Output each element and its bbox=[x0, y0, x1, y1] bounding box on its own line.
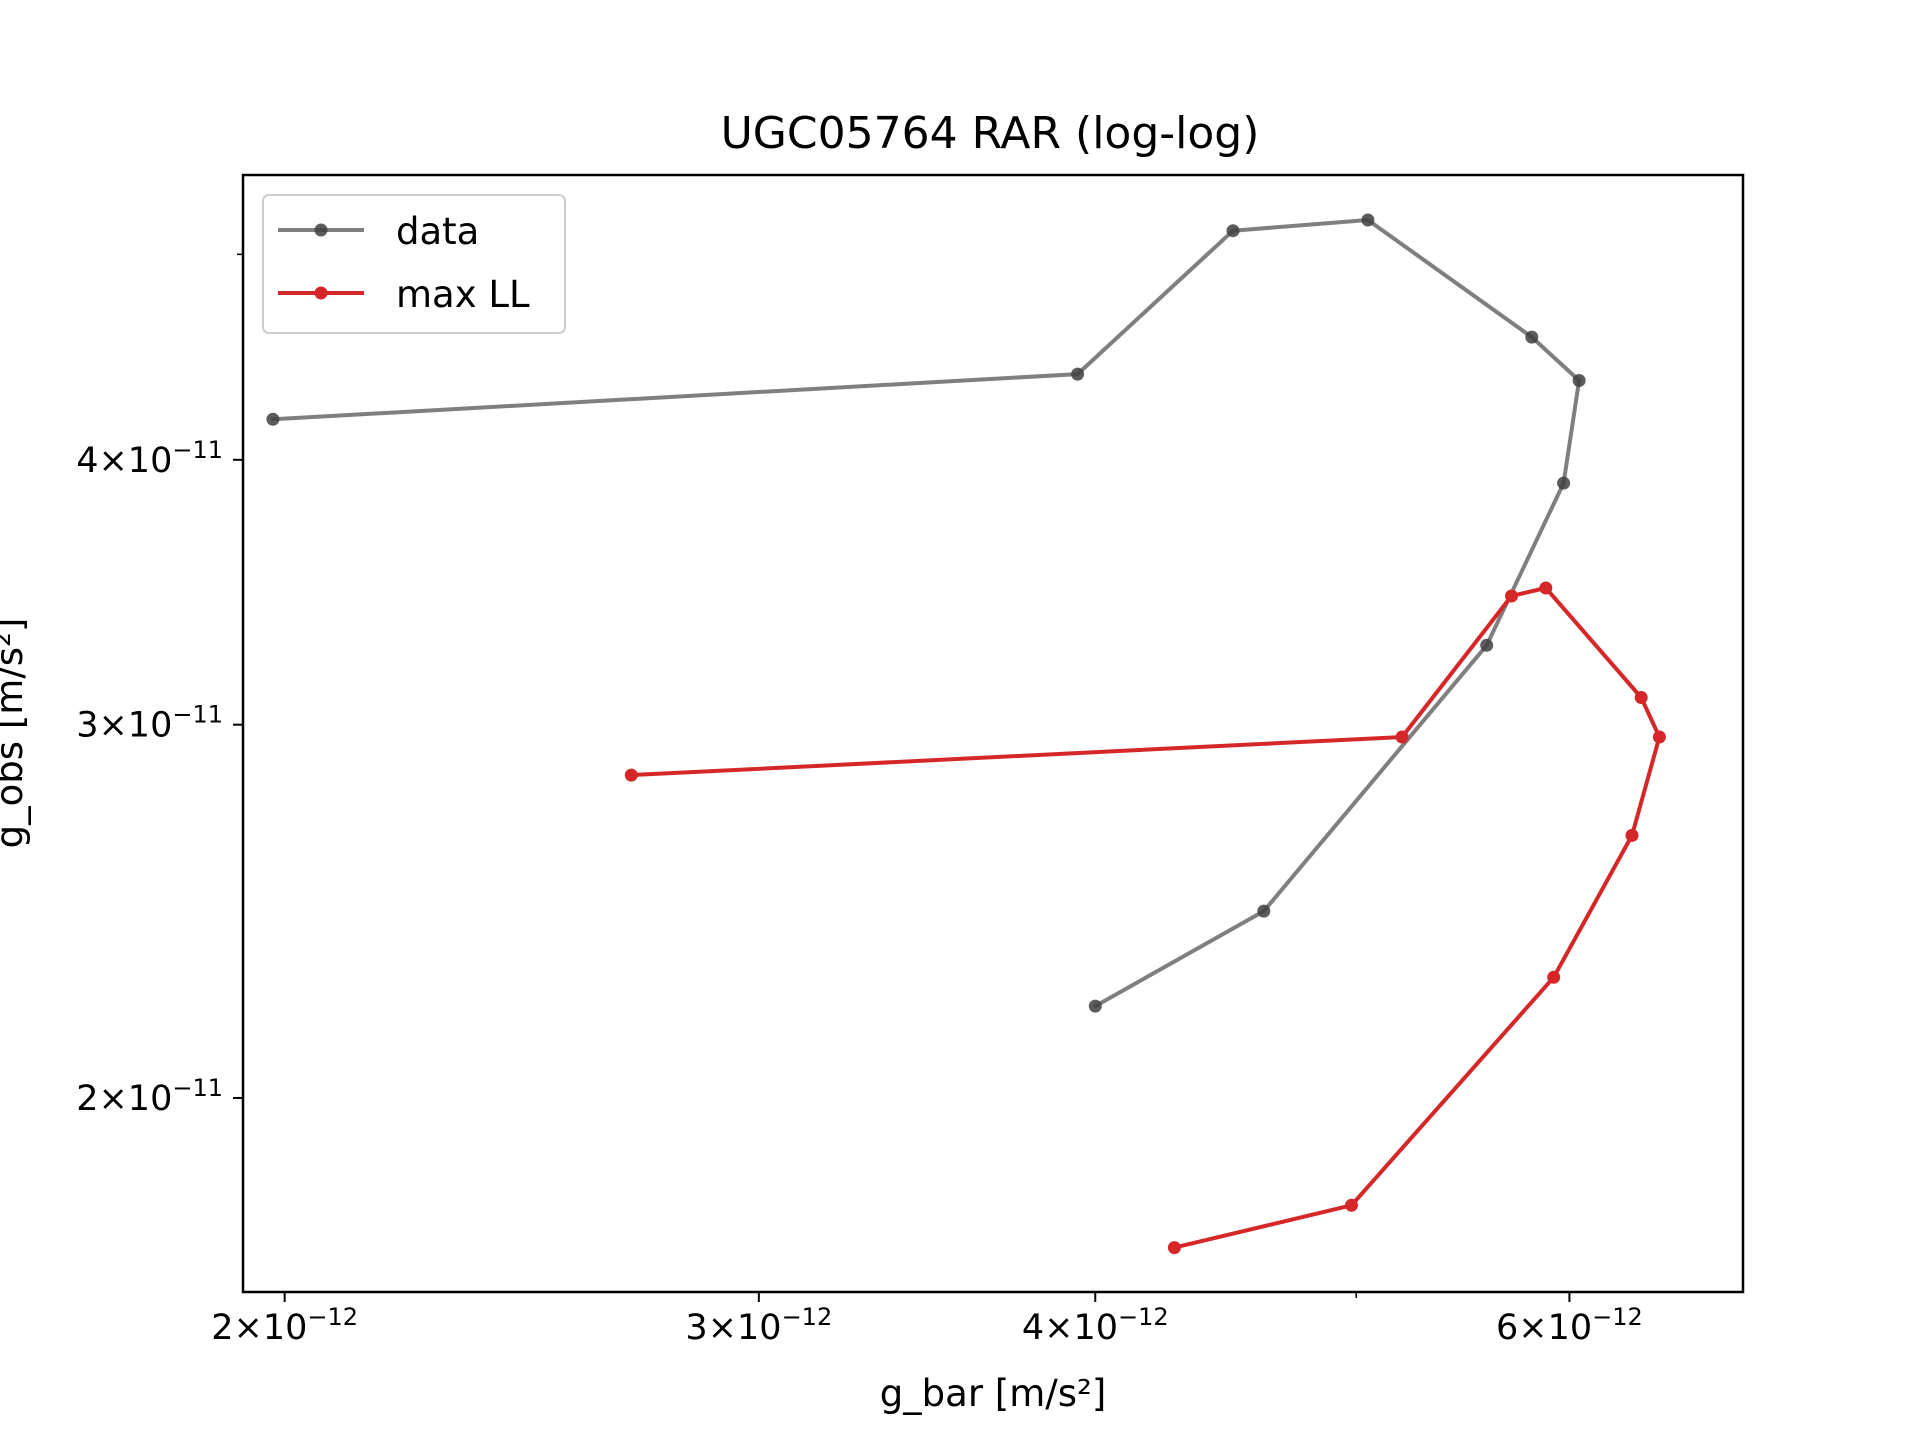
legend-label-max-ll: max LL bbox=[396, 273, 530, 316]
data-point-data bbox=[1557, 476, 1571, 490]
data-point-max-ll bbox=[624, 768, 638, 782]
data-point-data bbox=[1226, 224, 1240, 238]
chart-title: UGC05764 RAR (log-log) bbox=[721, 108, 1260, 159]
y-tick-label: 3×10−11 bbox=[76, 701, 223, 746]
data-point-data bbox=[266, 412, 280, 426]
y-tick-label: 4×10−11 bbox=[76, 436, 223, 481]
data-point-max-ll bbox=[1547, 970, 1561, 984]
data-point-max-ll bbox=[1625, 828, 1639, 842]
data-point-data bbox=[1257, 904, 1271, 918]
ticks-layer: 2×10−12 3×10−12 4×10−12 6×10−12 2×10−11 3×10−… bbox=[76, 253, 1643, 1348]
x-axis-label: g_bar [m/s²] bbox=[880, 1372, 1107, 1415]
data-point-data bbox=[1525, 330, 1539, 344]
y-tick-label: 2×10−11 bbox=[76, 1074, 223, 1119]
data-point-max-ll bbox=[1167, 1241, 1181, 1255]
data-point-data bbox=[1071, 367, 1085, 381]
x-tick-label: 6×10−12 bbox=[1496, 1303, 1643, 1348]
legend: data max LL bbox=[262, 194, 566, 334]
series-line-data bbox=[270, 218, 1582, 1009]
series-data bbox=[266, 213, 1586, 1013]
x-tick-label: 2×10−12 bbox=[211, 1303, 358, 1348]
data-point-max-ll bbox=[1652, 730, 1666, 744]
data-point-max-ll bbox=[1395, 730, 1409, 744]
data-point-data bbox=[1480, 638, 1494, 652]
data-point-max-ll bbox=[1345, 1198, 1358, 1212]
data-point-data bbox=[1088, 999, 1102, 1013]
series-max-ll bbox=[624, 581, 1666, 1255]
plot-frame bbox=[241, 173, 1745, 1294]
series-line-max-ll bbox=[629, 586, 1662, 1250]
legend-marker-max-ll bbox=[314, 286, 328, 300]
data-point-max-ll bbox=[1505, 589, 1518, 603]
data-point-data bbox=[1361, 213, 1375, 227]
data-point-max-ll bbox=[1539, 581, 1553, 595]
data-point-data bbox=[1572, 374, 1586, 387]
legend-marker-data bbox=[314, 223, 328, 237]
y-axis-label: g_obs [m/s²] bbox=[0, 618, 31, 849]
x-tick-label: 4×10−12 bbox=[1022, 1303, 1169, 1348]
legend-label-data: data bbox=[396, 210, 479, 253]
x-tick-label: 3×10−12 bbox=[685, 1303, 832, 1348]
series-layer bbox=[266, 213, 1666, 1255]
data-point-max-ll bbox=[1634, 691, 1648, 704]
